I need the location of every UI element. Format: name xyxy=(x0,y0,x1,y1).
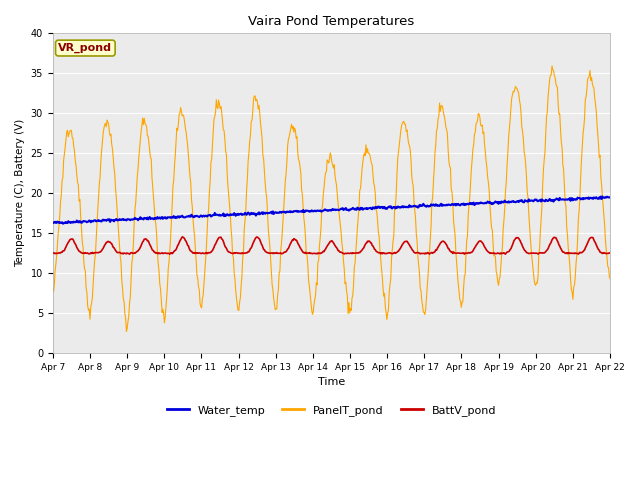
Text: VR_pond: VR_pond xyxy=(58,43,113,53)
Legend: Water_temp, PanelT_pond, BattV_pond: Water_temp, PanelT_pond, BattV_pond xyxy=(162,400,500,420)
Title: Vaira Pond Temperatures: Vaira Pond Temperatures xyxy=(248,15,415,28)
X-axis label: Time: Time xyxy=(318,377,345,387)
Y-axis label: Temperature (C), Battery (V): Temperature (C), Battery (V) xyxy=(15,119,25,267)
